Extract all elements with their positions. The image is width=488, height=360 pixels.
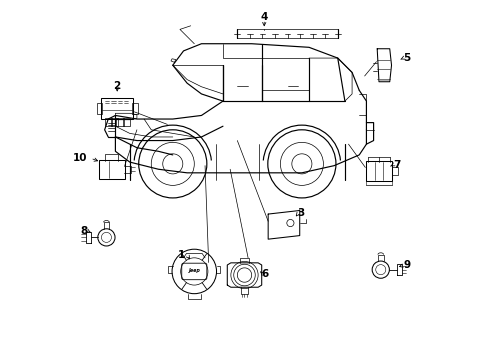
Text: 3: 3 xyxy=(297,208,304,218)
Text: 7: 7 xyxy=(392,160,400,170)
Text: 8: 8 xyxy=(80,226,87,236)
Text: 10: 10 xyxy=(73,153,87,163)
Text: 1: 1 xyxy=(178,249,185,260)
Text: 2: 2 xyxy=(113,81,121,91)
Text: 6: 6 xyxy=(261,269,268,279)
Text: Jeep: Jeep xyxy=(189,268,201,273)
Text: 9: 9 xyxy=(403,260,410,270)
Text: 5: 5 xyxy=(403,53,410,63)
Text: 4: 4 xyxy=(260,12,267,22)
